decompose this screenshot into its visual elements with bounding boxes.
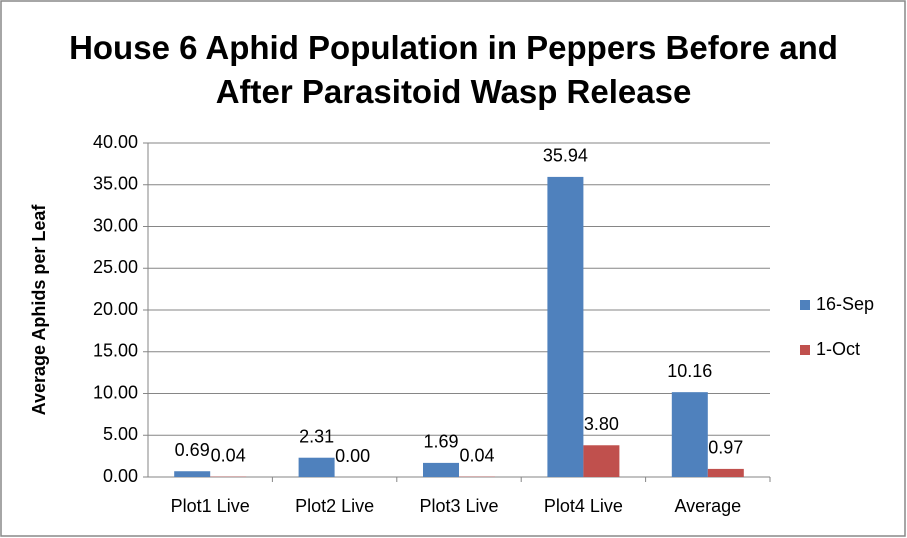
x-tick-label: Plot2 Live (295, 496, 374, 516)
data-label: 2.31 (299, 426, 334, 446)
x-tick-label: Average (674, 496, 741, 516)
data-label: 10.16 (667, 361, 712, 381)
legend-label: 1-Oct (816, 339, 860, 359)
y-tick-label: 20.00 (93, 299, 138, 319)
bar (671, 392, 708, 477)
bar (583, 445, 620, 477)
data-label: 0.00 (335, 446, 370, 466)
y-tick-label: 10.00 (93, 382, 138, 402)
bar (423, 462, 459, 477)
data-label: 0.04 (459, 445, 494, 465)
bar (298, 457, 335, 477)
bar (707, 468, 744, 477)
legend-label: 16-Sep (816, 294, 874, 314)
x-tick-label: Plot1 Live (171, 496, 250, 516)
y-tick-label: 0.00 (103, 466, 138, 486)
y-tick-label: 40.00 (93, 132, 138, 152)
x-tick-label: Plot3 Live (419, 496, 498, 516)
y-axis-label: Average Aphids per Leaf (29, 204, 49, 416)
y-tick-label: 15.00 (93, 341, 138, 361)
chart-title: House 6 Aphid Population in Peppers Befo… (69, 29, 838, 110)
y-tick-label: 25.00 (93, 257, 138, 277)
data-label: 35.94 (543, 146, 588, 166)
bar (174, 471, 211, 477)
data-label: 0.69 (175, 440, 210, 460)
bar (547, 176, 584, 477)
data-label: 0.04 (211, 445, 246, 465)
x-tick-label: Plot4 Live (544, 496, 623, 516)
legend-swatch (800, 345, 810, 355)
y-tick-label: 35.00 (93, 174, 138, 194)
y-tick-label: 30.00 (93, 215, 138, 235)
data-label: 1.69 (423, 432, 458, 452)
legend-swatch (800, 300, 810, 310)
data-label: 0.97 (708, 438, 743, 458)
data-label: 3.80 (584, 414, 619, 434)
y-tick-label: 5.00 (103, 424, 138, 444)
